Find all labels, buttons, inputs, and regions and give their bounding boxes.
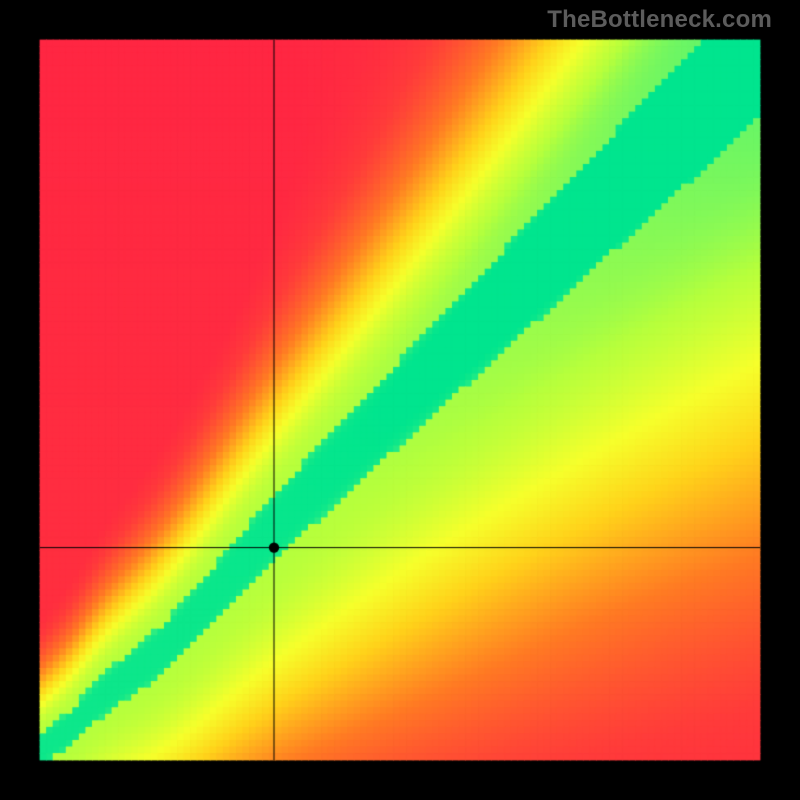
watermark-text: TheBottleneck.com	[547, 6, 772, 34]
root-container: TheBottleneck.com	[0, 0, 800, 800]
bottleneck-heatmap-canvas	[0, 0, 800, 800]
